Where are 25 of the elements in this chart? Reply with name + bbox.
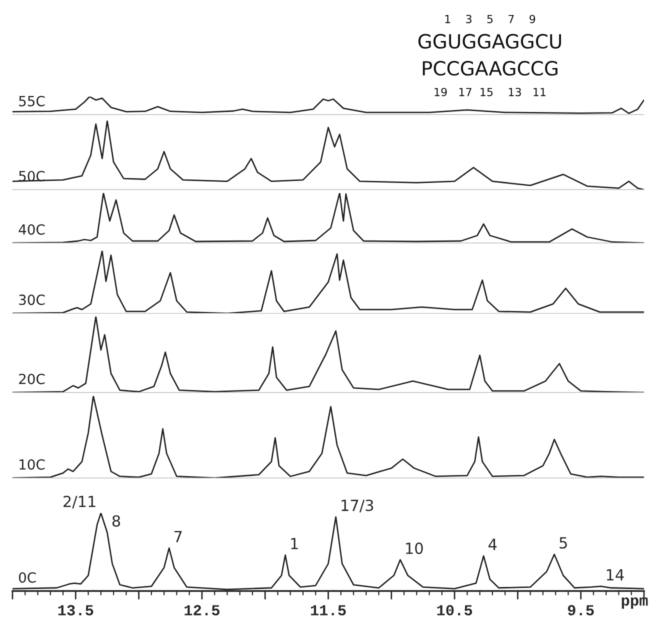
annotation: 7 [174, 531, 182, 542]
text: PCCGAAGCCG [422, 60, 558, 76]
text: 19 17 15 13 11 [434, 88, 546, 96]
series-label: 55C [19, 96, 45, 106]
series-label: 10C [20, 459, 45, 470]
annotation: 4 [488, 538, 497, 550]
x-tick-label: 13.5 [58, 605, 94, 616]
series-label: 40C [18, 224, 45, 235]
annotation: 1 [291, 538, 298, 550]
annotation: 2/11 [64, 496, 96, 508]
series-label: 30C [19, 294, 45, 306]
series-label: 0C [18, 572, 36, 583]
text: 1 3 5 7 9 [445, 14, 536, 24]
x-tick-label: 9.5 [568, 605, 594, 616]
text: GGUGGAGGCU [418, 34, 562, 49]
annotation: 17/3 [342, 500, 374, 512]
x-tick-label: 12.5 [184, 605, 220, 616]
annotation: 14 [606, 569, 624, 580]
x-tick-label: 11.5 [310, 605, 346, 616]
annotation: 8 [112, 515, 120, 527]
x-tick-label: 10.5 [437, 605, 472, 616]
annotation: 10 [406, 542, 423, 554]
x-axis-title: ppm [622, 597, 648, 609]
annotation: 5 [560, 537, 567, 549]
series-label: 20C [19, 374, 45, 384]
